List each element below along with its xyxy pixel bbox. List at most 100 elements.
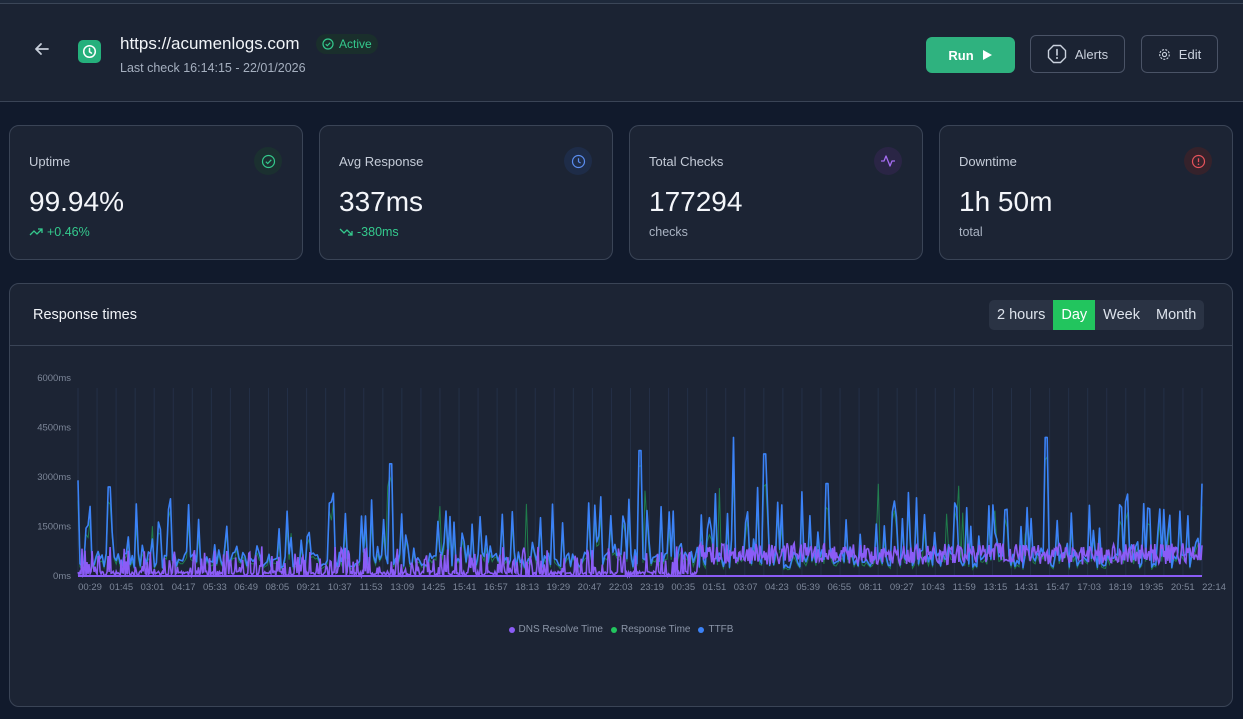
- status-label: Active: [339, 37, 372, 51]
- alert-octagon-icon: [1047, 44, 1067, 64]
- x-tick-label: 01:45: [109, 582, 133, 593]
- arrow-left-icon[interactable]: [30, 40, 54, 64]
- card-value: 177294: [649, 186, 743, 217]
- x-tick-label: 14:25: [422, 582, 446, 593]
- x-tick-label: 03:07: [734, 582, 758, 593]
- edit-button-label: Edit: [1178, 46, 1202, 62]
- gear-icon: [1158, 48, 1170, 60]
- downtime-card: Downtime 1h 50m total: [939, 125, 1233, 260]
- x-tick-label: 09:27: [890, 582, 914, 593]
- x-tick-label: 10:37: [328, 582, 352, 593]
- response-times-chart: 0ms 1500ms 3000ms 4500ms 6000ms 00:29 01:45 03:…: [37, 373, 1226, 593]
- ttfb-series-line: [77, 436, 1203, 569]
- legend-dns[interactable]: DNS Resolve Time: [508, 624, 603, 635]
- x-tick-label: 10:43: [921, 582, 945, 593]
- x-tick-label: 16:57: [484, 582, 508, 593]
- card-delta: +0.46%: [29, 225, 90, 239]
- alert-circle-icon: [1184, 147, 1212, 175]
- range-2-hours[interactable]: 2 hours: [997, 307, 1046, 323]
- x-tick-label: 15:47: [1046, 582, 1070, 593]
- last-check-text: Last check 16:14:15 - 22/01/2026: [120, 61, 306, 75]
- edit-button[interactable]: Edit: [1141, 35, 1218, 73]
- chart-title: Response times: [33, 307, 137, 323]
- x-tick-label: 15:41: [453, 582, 477, 593]
- legend-ttfb[interactable]: TTFB: [698, 624, 733, 635]
- x-tick-label: 14:31: [1015, 582, 1039, 593]
- x-tick-label: 18:13: [515, 582, 539, 593]
- x-tick-label: 22:03: [609, 582, 633, 593]
- card-delta-value: +0.46%: [47, 225, 90, 239]
- x-tick-label: 06:49: [234, 582, 258, 593]
- x-tick-label: 01:51: [703, 582, 727, 593]
- y-tick-label: 0ms: [53, 571, 71, 582]
- range-selector: 2 hours Day Week Month: [989, 300, 1205, 330]
- x-tick-label: 05:33: [203, 582, 227, 593]
- x-tick-label: 00:29: [78, 582, 102, 593]
- x-tick-label: 06:55: [827, 582, 851, 593]
- status-badge: Active: [316, 34, 378, 54]
- card-label: Avg Response: [339, 154, 424, 169]
- x-tick-label: 04:23: [765, 582, 789, 593]
- x-tick-label: 11:59: [953, 582, 976, 593]
- monitor-url: https://acumenlogs.com: [120, 34, 300, 53]
- card-value: 337ms: [339, 186, 424, 217]
- total-checks-card: Total Checks 177294 checks: [629, 125, 923, 260]
- x-tick-label: 19:35: [1140, 582, 1164, 593]
- y-tick-label: 6000ms: [37, 373, 71, 384]
- x-tick-label: 23:19: [640, 582, 664, 593]
- range-day[interactable]: Day: [1053, 300, 1096, 330]
- card-delta-value: -380ms: [357, 225, 399, 239]
- chart-legend: DNS Resolve Time Response Time TTFB: [10, 624, 1232, 635]
- y-tick-label: 1500ms: [37, 522, 71, 533]
- response-time-series-line: [77, 454, 1203, 571]
- avg-response-card: Avg Response 337ms -380ms: [319, 125, 613, 260]
- card-value: 99.94%: [29, 186, 124, 217]
- activity-icon: [874, 147, 902, 175]
- card-sub: total: [959, 225, 983, 239]
- x-tick-label: 13:09: [390, 582, 414, 593]
- x-tick-label: 13:15: [984, 582, 1008, 593]
- trending-down-icon: [339, 228, 353, 236]
- alerts-button-label: Alerts: [1074, 46, 1109, 62]
- x-tick-label: 04:17: [172, 582, 196, 593]
- range-week[interactable]: Week: [1103, 307, 1140, 323]
- check-circle-icon: [322, 38, 334, 50]
- x-tick-label: 05:39: [796, 582, 820, 593]
- clock-icon: [78, 40, 101, 63]
- run-button-label: Run: [948, 47, 974, 63]
- window-top-border: [0, 0, 1243, 4]
- clock-icon: [564, 147, 592, 175]
- x-tick-label: 09:21: [297, 582, 321, 593]
- x-tick-label: 22:14: [1202, 582, 1226, 593]
- x-tick-label: 18:19: [1108, 582, 1132, 593]
- monitor-header: https://acumenlogs.com Active Last check…: [0, 4, 1243, 102]
- card-label: Total Checks: [649, 154, 724, 169]
- x-tick-label: 08:05: [265, 582, 289, 593]
- x-tick-label: 00:35: [671, 582, 695, 593]
- range-month[interactable]: Month: [1155, 307, 1197, 323]
- x-tick-label: 20:47: [578, 582, 602, 593]
- trending-up-icon: [29, 228, 43, 236]
- card-delta: -380ms: [339, 225, 399, 239]
- card-sub: checks: [649, 225, 688, 239]
- y-tick-label: 4500ms: [37, 423, 71, 434]
- x-tick-label: 20:51: [1171, 582, 1195, 593]
- x-tick-label: 08:11: [859, 582, 882, 593]
- chart-header: Response times 2 hours Day Week Month: [10, 284, 1232, 346]
- y-tick-label: 3000ms: [37, 472, 71, 483]
- alerts-button[interactable]: Alerts: [1030, 35, 1125, 73]
- x-tick-label: 19:29: [546, 582, 570, 593]
- x-tick-label: 03:01: [141, 582, 165, 593]
- x-tick-label: 11:53: [359, 582, 382, 593]
- card-label: Uptime: [29, 154, 71, 169]
- play-icon: [982, 50, 992, 60]
- response-times-panel: Response times 2 hours Day Week Month 0m…: [9, 283, 1233, 707]
- card-label: Downtime: [959, 154, 1017, 169]
- x-tick-label: 17:03: [1077, 582, 1101, 593]
- run-button[interactable]: Run: [926, 37, 1015, 73]
- dns-resolve-series-line: [77, 540, 1203, 580]
- uptime-card: Uptime 99.94% +0.46%: [9, 125, 303, 260]
- legend-response-time[interactable]: Response Time: [610, 624, 690, 635]
- check-circle-icon: [254, 147, 282, 175]
- card-value: 1h 50m: [959, 186, 1053, 217]
